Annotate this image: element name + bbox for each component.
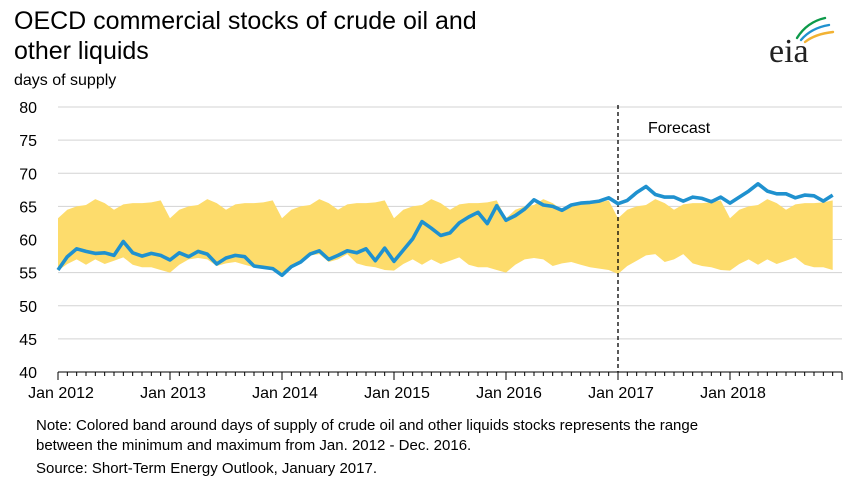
y-axis-ticks: 80 75 70 65 60 55 50 45 40	[19, 100, 37, 382]
x-axis: Jan 2012 Jan 2013 Jan 2014 Jan 2015 Jan 2016…	[28, 371, 843, 402]
range-band	[58, 199, 833, 274]
x-tick-label: Jan 2016	[476, 385, 542, 402]
forecast-marker: Forecast	[617, 105, 711, 372]
x-tick-label: Jan 2014	[252, 385, 318, 402]
y-tick-label: 65	[19, 199, 37, 216]
x-tick-label: Jan 2013	[140, 385, 206, 402]
chart-title-line1: OECD commercial stocks of crude oil and	[14, 7, 477, 35]
series-lines	[56, 182, 834, 278]
y-tick-label: 80	[19, 100, 37, 117]
min-max-band	[58, 199, 833, 274]
y-axis-label: days of supply	[14, 72, 117, 89]
forecast-label: Forecast	[648, 120, 711, 137]
y-tick-label: 45	[19, 332, 37, 349]
y-tick-label: 55	[19, 266, 37, 283]
note-line2: between the minimum and maximum from Jan…	[36, 437, 472, 454]
logo-text: eia	[769, 33, 809, 68]
chart-title-line2: other liquids	[14, 37, 149, 65]
x-tick-label: Jan 2015	[364, 385, 430, 402]
x-tick-label: Jan 2017	[588, 385, 654, 402]
y-tick-label: 70	[19, 166, 37, 183]
x-tick-label: Jan 2012	[28, 385, 94, 402]
eia-logo-icon: eia	[769, 16, 835, 68]
y-tick-label: 40	[19, 365, 37, 382]
y-tick-label: 60	[19, 233, 37, 250]
x-tick-label: Jan 2018	[700, 385, 766, 402]
y-tick-label: 75	[19, 133, 37, 150]
series-line-0	[56, 182, 834, 278]
chart-note: Note: Colored band around days of supply…	[36, 416, 846, 456]
y-tick-label: 50	[19, 299, 37, 316]
chart-source: Source: Short-Term Energy Outlook, Janua…	[36, 460, 378, 477]
note-line1: Note: Colored band around days of supply…	[36, 417, 699, 434]
chart-title: OECD commercial stocks of crude oil and …	[14, 6, 574, 66]
